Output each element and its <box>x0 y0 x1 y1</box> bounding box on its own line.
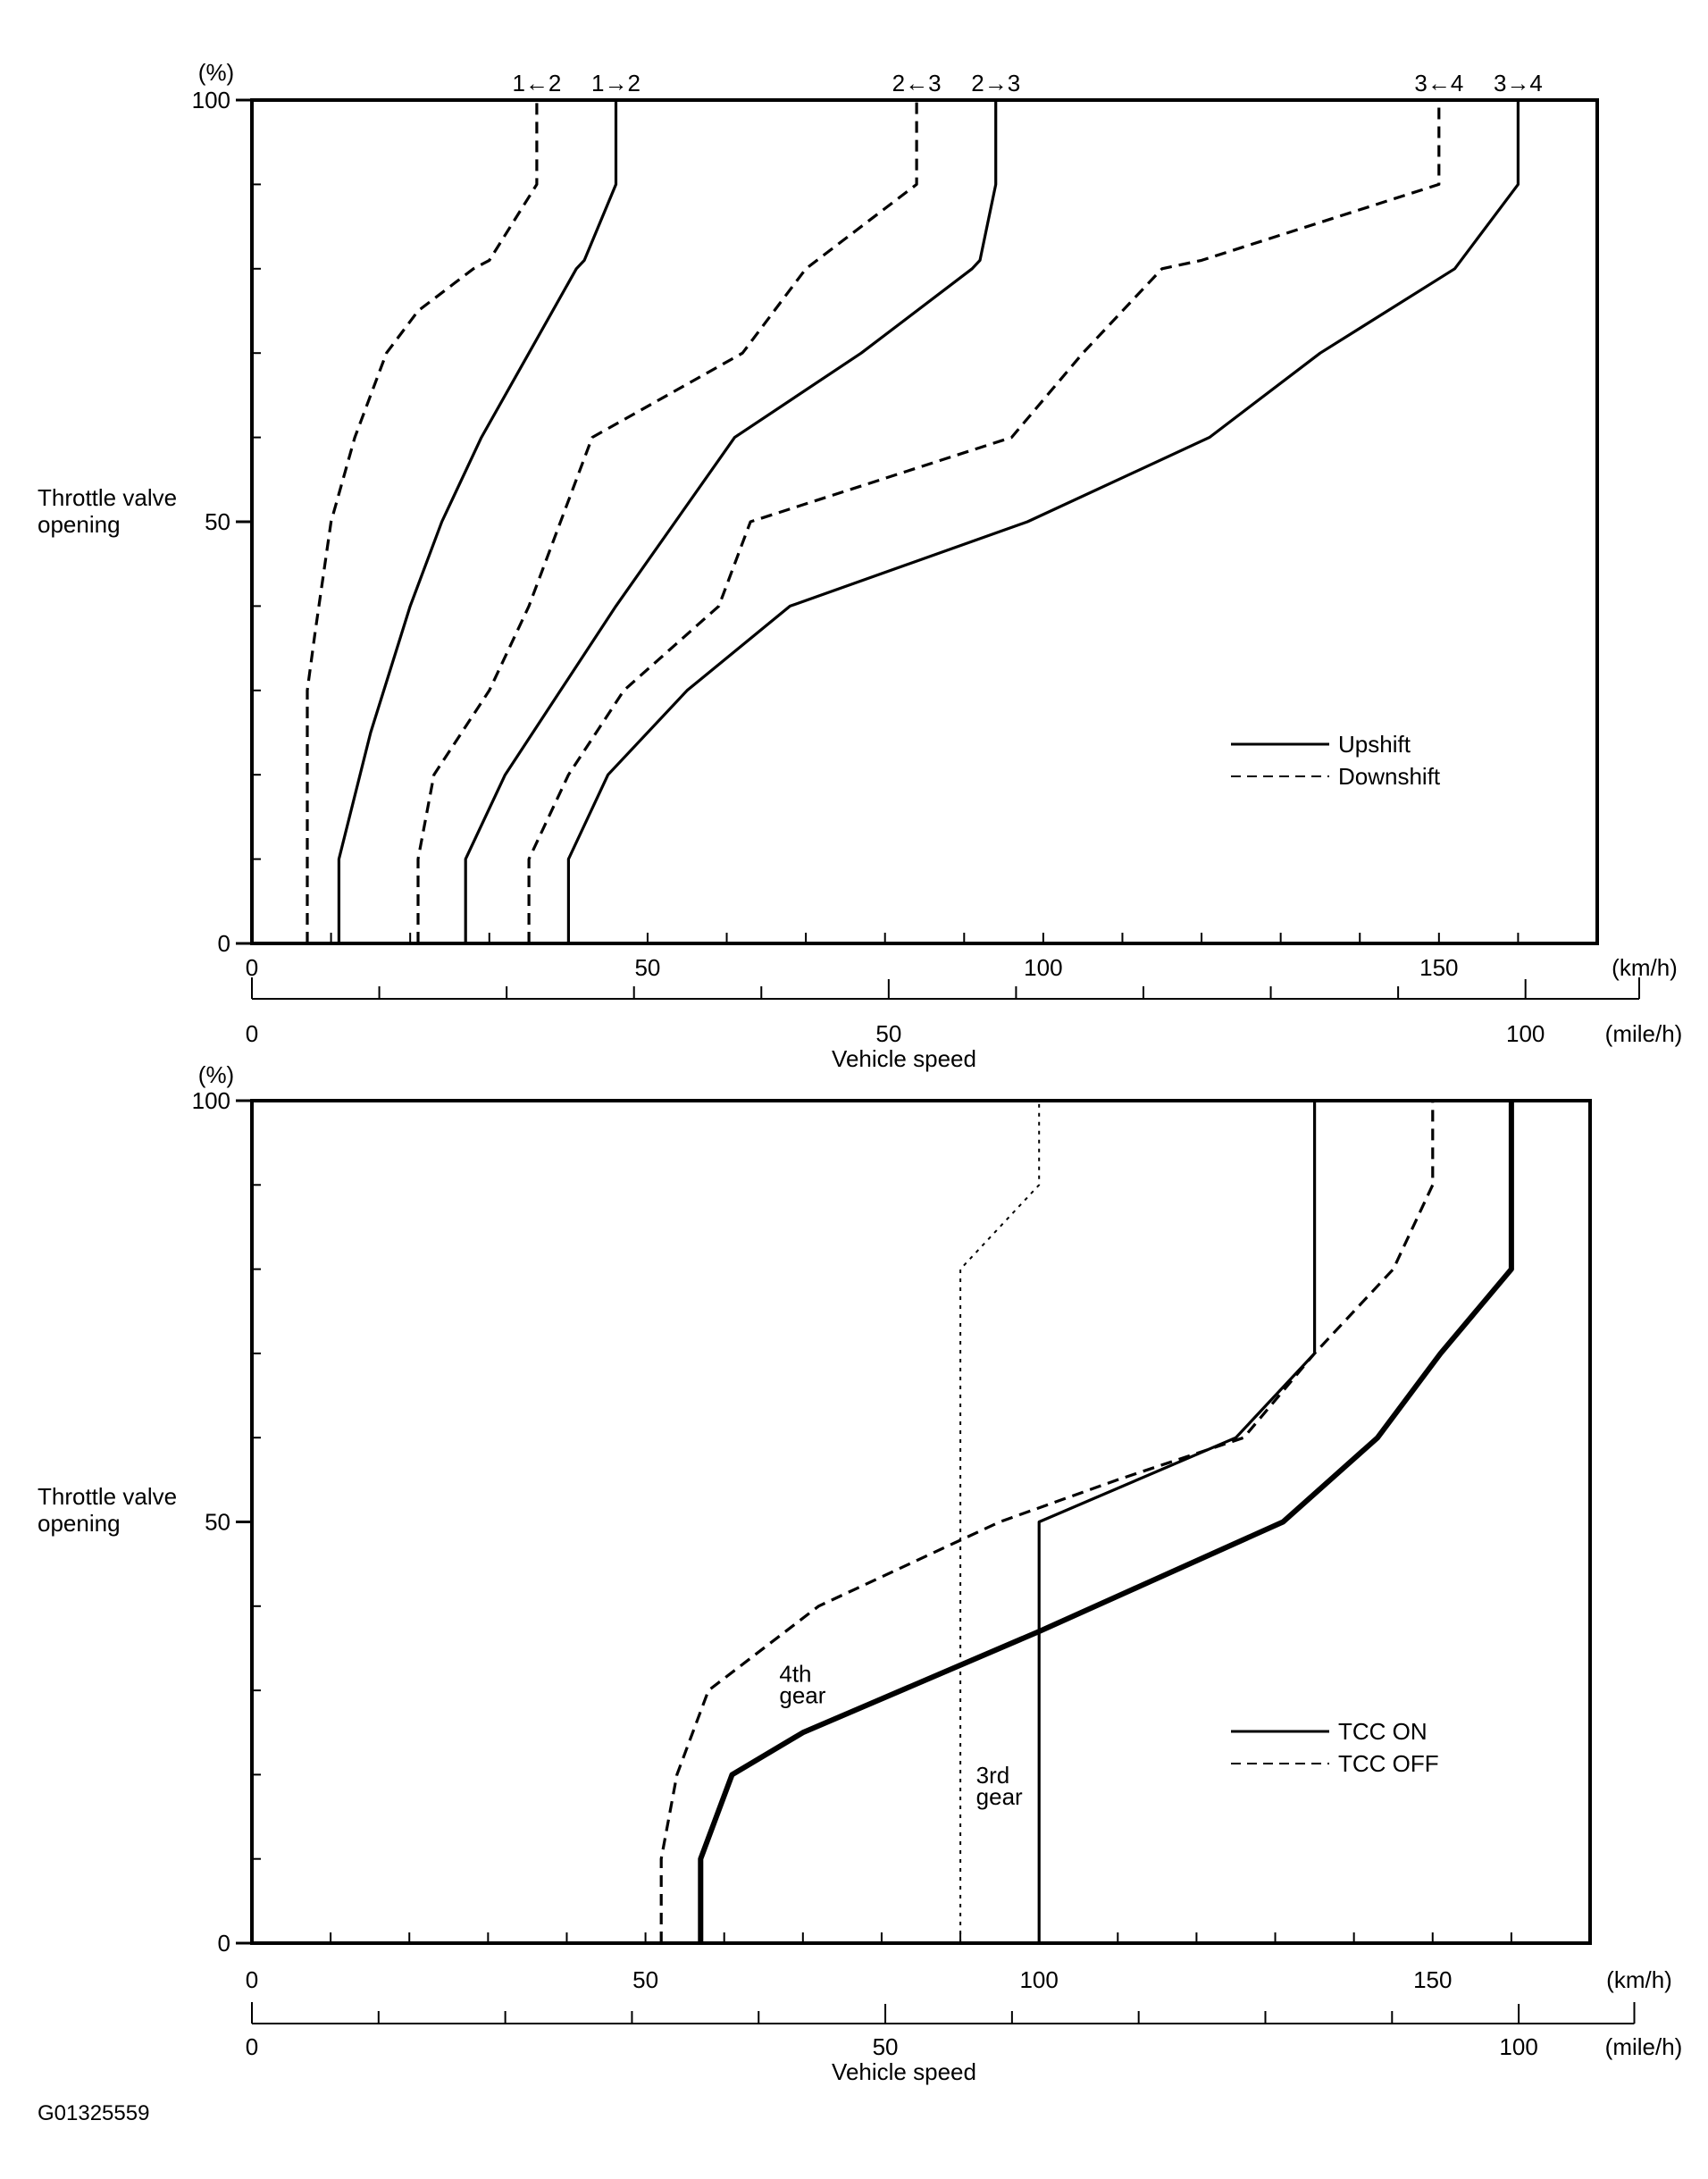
y-unit-label: (%) <box>198 1061 234 1088</box>
mile-tick-label: 100 <box>1499 2033 1537 2060</box>
mile-tick-label: 50 <box>875 1020 901 1047</box>
y-tick-label: 100 <box>192 87 230 113</box>
y-axis-title: opening <box>38 511 121 538</box>
series-line-3 <box>1037 1101 1317 1943</box>
gear-annotation: gear <box>976 1783 1023 1810</box>
gear-annotation: 4th <box>779 1661 811 1688</box>
x-tick-label: 150 <box>1413 1966 1452 1993</box>
mile-unit-label: (mile/h) <box>1605 2033 1683 2060</box>
figure-code: G01325559 <box>38 2101 149 2125</box>
legend-dashed-label: Downshift <box>1338 763 1441 790</box>
x-tick-label: 0 <box>246 1966 258 1993</box>
gear-annotation: 3rd <box>976 1762 1010 1789</box>
x-tick-label: 50 <box>632 1966 658 1993</box>
series-line-3 <box>464 100 998 943</box>
x-tick-label: 150 <box>1419 954 1458 981</box>
y-tick-label: 100 <box>192 1087 230 1114</box>
mile-tick-label: 0 <box>246 1020 258 1047</box>
shift-label: 1←2 <box>512 70 561 96</box>
shift-label: 1→2 <box>591 70 640 96</box>
x-tick-label: 100 <box>1024 954 1062 981</box>
x-unit-label: (km/h) <box>1612 954 1678 981</box>
y-axis-title: opening <box>38 1510 121 1537</box>
x-tick-label: 0 <box>246 954 258 981</box>
y-tick-label: 0 <box>218 1930 230 1957</box>
plot-frame <box>250 98 1599 945</box>
series-line-1 <box>698 1101 1514 1943</box>
mile-tick-label: 0 <box>246 2033 258 2060</box>
plot-frame <box>250 1099 1592 1945</box>
series-line-1 <box>337 100 618 943</box>
series-line-4 <box>416 100 918 943</box>
x-tick-label: 100 <box>1019 1966 1058 1993</box>
shift-label: 3←4 <box>1414 70 1463 96</box>
shift-label: 2→3 <box>971 70 1020 96</box>
y-axis-title: Throttle valve <box>38 1483 177 1510</box>
y-axis-title: Throttle valve <box>38 484 177 511</box>
y-tick-label: 0 <box>218 930 230 957</box>
mile-unit-label: (mile/h) <box>1605 1020 1683 1047</box>
y-tick-label: 50 <box>205 508 230 535</box>
series-line-6 <box>527 100 1441 943</box>
x-axis-title: Vehicle speed <box>832 1045 976 1072</box>
shift-label: 3→4 <box>1494 70 1543 96</box>
x-unit-label: (km/h) <box>1606 1966 1672 1993</box>
x-tick-label: 50 <box>634 954 660 981</box>
legend-dashed-label: TCC OFF <box>1338 1750 1439 1777</box>
y-unit-label: (%) <box>198 59 234 86</box>
mile-tick-label: 100 <box>1506 1020 1545 1047</box>
legend-solid-label: Upshift <box>1338 731 1411 758</box>
series-line-2 <box>659 1101 1435 1943</box>
series-line-5 <box>566 100 1520 943</box>
series-line-4 <box>959 1101 1041 1943</box>
series-line-2 <box>306 100 539 943</box>
y-tick-label: 50 <box>205 1509 230 1536</box>
mile-tick-label: 50 <box>873 2033 899 2060</box>
shift-label: 2←3 <box>892 70 942 96</box>
gear-annotation: gear <box>779 1682 825 1709</box>
legend-solid-label: TCC ON <box>1338 1718 1428 1745</box>
x-axis-title: Vehicle speed <box>832 2058 976 2085</box>
